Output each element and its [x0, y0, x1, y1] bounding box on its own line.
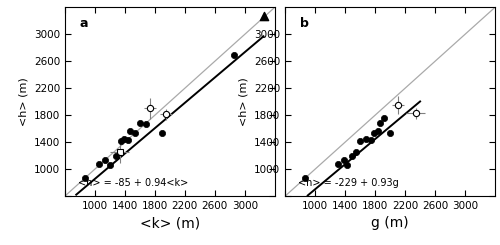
Point	[370, 131, 378, 135]
Point	[94, 162, 102, 166]
Y-axis label: <h> (m): <h> (m)	[238, 77, 248, 126]
Point	[340, 158, 347, 162]
Point	[230, 52, 237, 56]
Text: a: a	[80, 17, 88, 30]
Point	[302, 176, 310, 180]
Point	[334, 162, 342, 166]
Point	[120, 137, 128, 141]
Point	[352, 150, 360, 154]
Text: <h> = -229 + 0.93g: <h> = -229 + 0.93g	[298, 178, 398, 188]
Point	[136, 121, 144, 125]
Point	[348, 154, 356, 158]
Point	[126, 129, 134, 133]
Point	[158, 131, 166, 135]
Point	[132, 131, 140, 135]
Point	[124, 138, 132, 142]
Point	[366, 138, 374, 142]
Point	[100, 158, 108, 162]
Point	[344, 163, 351, 167]
Point	[81, 176, 89, 180]
Text: b: b	[300, 17, 309, 30]
Point	[112, 154, 120, 158]
Point	[386, 131, 394, 135]
X-axis label: g (m): g (m)	[372, 216, 409, 230]
Point	[362, 137, 370, 141]
Point	[376, 121, 384, 125]
Y-axis label: <h> (m): <h> (m)	[18, 77, 28, 126]
X-axis label: <k> (m): <k> (m)	[140, 216, 200, 230]
Text: <h> = -85 + 0.94<k>: <h> = -85 + 0.94<k>	[78, 178, 188, 188]
Point	[356, 139, 364, 143]
Point	[117, 139, 125, 143]
Point	[106, 163, 114, 167]
Point	[142, 122, 150, 126]
Point	[380, 116, 388, 120]
Point	[374, 129, 382, 133]
Point	[260, 14, 268, 18]
